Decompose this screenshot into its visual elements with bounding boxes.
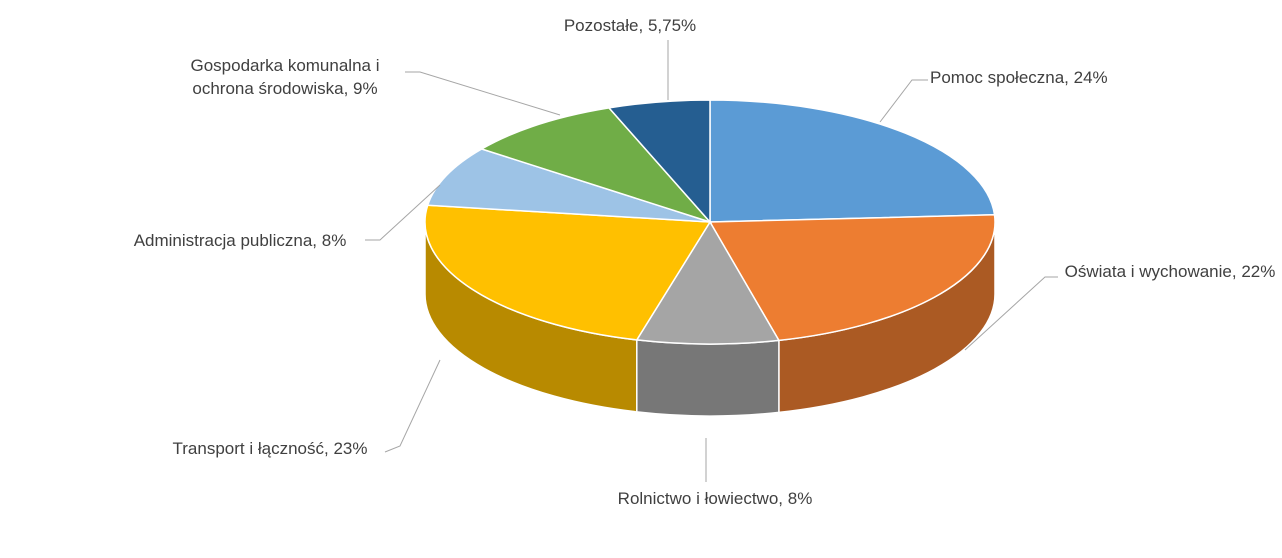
data-label: Oświata i wychowanie, 22% xyxy=(1040,260,1282,283)
data-label: Gospodarka komunalna i ochrona środowisk… xyxy=(160,54,410,100)
leader-line xyxy=(384,359,441,453)
data-label: Pozostałe, 5,75% xyxy=(520,14,740,37)
leader-line xyxy=(964,276,1058,351)
slice xyxy=(607,99,711,224)
value-label: 8% xyxy=(321,231,347,250)
value-label: 8% xyxy=(787,489,813,508)
category-label: Pomoc społeczna, xyxy=(930,68,1069,87)
value-label: 9% xyxy=(353,79,378,98)
data-label: Pomoc społeczna, 24% xyxy=(930,66,1190,89)
data-label: Administracja publiczna, 8% xyxy=(115,229,365,252)
slice-side xyxy=(636,339,780,417)
leader-line xyxy=(365,184,441,241)
leader-line xyxy=(879,79,928,123)
slice xyxy=(479,107,713,224)
slice xyxy=(708,214,996,342)
data-label: Rolnictwo i łowiectwo, 8% xyxy=(595,487,835,510)
category-label: Gospodarka komunalna i ochrona środowisk… xyxy=(190,56,380,98)
category-label: Rolnictwo i łowiectwo, xyxy=(617,489,784,508)
value-label: 5,75% xyxy=(647,16,697,35)
data-label: Transport i łączność, 23% xyxy=(155,437,385,460)
value-label: 22% xyxy=(1241,262,1276,281)
value-label: 24% xyxy=(1073,68,1108,87)
slice xyxy=(426,148,711,223)
category-label: Oświata i wychowanie, xyxy=(1064,262,1237,281)
category-label: Administracja publiczna, xyxy=(133,231,317,250)
category-label: Pozostałe, xyxy=(563,16,644,35)
slice xyxy=(709,99,996,223)
leader-line xyxy=(405,71,561,116)
category-label: Transport i łączność, xyxy=(172,439,329,458)
slice xyxy=(635,220,781,345)
value-label: 23% xyxy=(333,439,368,458)
slice xyxy=(424,204,712,341)
